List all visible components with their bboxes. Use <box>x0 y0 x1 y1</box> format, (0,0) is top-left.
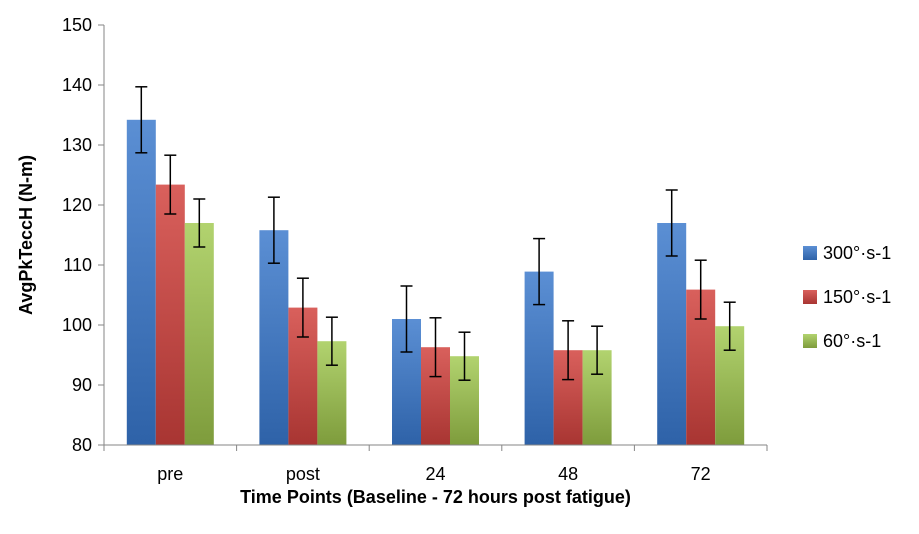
y-axis-ticks: 80 90 100 110 120 130 140 150 <box>62 15 104 455</box>
legend: 300°·s-1 150°·s-1 60°·s-1 <box>803 243 891 351</box>
error-bar-48-series-3 <box>591 325 604 375</box>
y-tick-label: 80 <box>72 435 92 455</box>
error-bar-48-series-2 <box>562 320 575 381</box>
x-axis-title: Time Points (Baseline - 72 hours post fa… <box>240 487 631 507</box>
bar-post-series-1 <box>259 230 289 445</box>
legend-item-series-3: 60°·s-1 <box>803 331 881 351</box>
error-bar-24-series-1 <box>400 285 413 353</box>
legend-item-series-2: 150°·s-1 <box>803 287 891 307</box>
legend-swatch <box>803 334 817 348</box>
y-tick-label: 120 <box>62 195 92 215</box>
error-bar-24-series-3 <box>458 331 471 381</box>
x-tick-label: 24 <box>425 464 445 484</box>
x-tick-label: pre <box>157 464 183 484</box>
legend-label: 60°·s-1 <box>823 331 881 351</box>
bar-72-series-1 <box>657 223 687 445</box>
legend-label: 150°·s-1 <box>823 287 891 307</box>
error-bars-layer <box>135 86 736 381</box>
error-bar-24-series-2 <box>429 317 442 378</box>
x-axis-tick-labels: pre post 24 48 72 <box>157 464 710 484</box>
legend-swatch <box>803 246 817 260</box>
bar-pre-series-1 <box>126 119 156 446</box>
error-bar-post-series-1 <box>267 196 280 264</box>
error-bar-72-series-2 <box>694 259 707 320</box>
x-tick-label: 72 <box>691 464 711 484</box>
y-tick-label: 110 <box>63 255 92 275</box>
y-tick-label: 150 <box>62 15 92 35</box>
error-bar-post-series-3 <box>325 316 338 366</box>
legend-item-series-1: 300°·s-1 <box>803 243 891 263</box>
error-bar-72-series-3 <box>723 301 736 351</box>
legend-label: 300°·s-1 <box>823 243 891 263</box>
y-tick-label: 90 <box>72 375 92 395</box>
x-tick-label: 48 <box>558 464 578 484</box>
error-bar-pre-series-2 <box>164 154 177 215</box>
bar-pre-series-2 <box>155 184 185 445</box>
error-bar-48-series-1 <box>533 237 546 306</box>
y-tick-label: 130 <box>62 135 92 155</box>
bars-layer <box>126 119 745 446</box>
y-axis-title: AvgPkTeccH (N-m) <box>16 155 36 315</box>
x-tick-label: post <box>286 464 320 484</box>
y-tick-label: 100 <box>62 315 92 335</box>
legend-swatch <box>803 290 817 304</box>
y-tick-label: 140 <box>62 75 92 95</box>
error-bar-72-series-1 <box>665 189 678 257</box>
error-bar-pre-series-1 <box>135 86 148 154</box>
axes <box>103 25 768 451</box>
error-bar-pre-series-3 <box>193 198 206 248</box>
error-bar-post-series-2 <box>296 277 309 338</box>
bar-pre-series-3 <box>184 223 214 445</box>
